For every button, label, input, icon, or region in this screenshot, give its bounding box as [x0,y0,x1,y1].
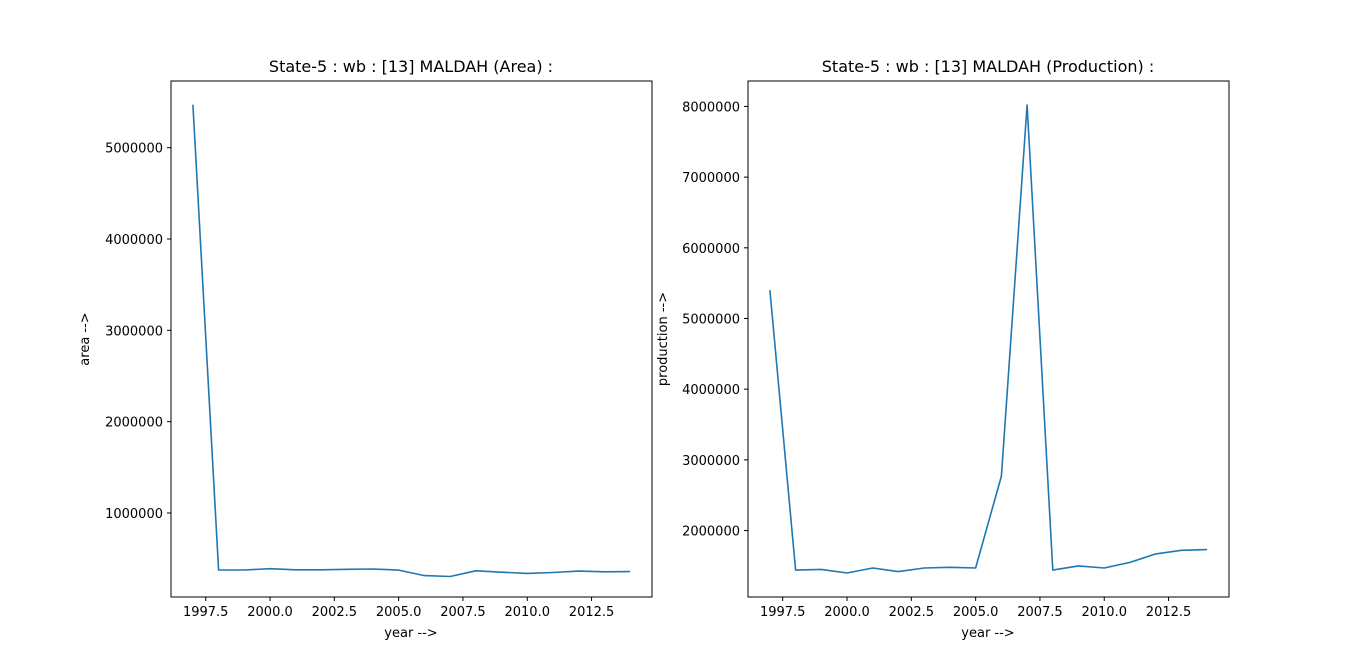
x-tick-label: 2002.5 [889,605,935,620]
x-tick-label: 1997.5 [183,605,229,620]
x-axis-label: year --> [961,626,1014,641]
chart-title: State-5 : wb : [13] MALDAH (Area) : [269,57,553,76]
y-tick-label: 1000000 [105,507,163,522]
chart-title: State-5 : wb : [13] MALDAH (Production) … [822,57,1154,76]
y-tick-label: 4000000 [682,383,740,398]
x-tick-label: 2007.5 [440,605,486,620]
x-tick-label: 2007.5 [1017,605,1063,620]
x-axis-label: year --> [384,626,437,641]
y-tick-label: 2000000 [105,416,163,431]
x-tick-label: 2012.5 [569,605,615,620]
x-tick-label: 2005.0 [953,605,999,620]
x-tick-label: 2010.0 [504,605,550,620]
x-tick-label: 2000.0 [824,605,870,620]
x-axis-ticks: 1997.5 2000.0 2002.5 2005.0 2007.5 2010.0 2012… [183,597,614,620]
x-tick-label: 2005.0 [376,605,422,620]
series-group [769,104,1208,574]
y-tick-label: 5000000 [682,313,740,328]
series-group [192,104,631,578]
y-axis-label: production --> [656,292,671,386]
x-axis-ticks: 1997.5 2000.0 2002.5 2005.0 2007.5 2010.0 2012… [760,597,1191,620]
y-axis-ticks: 2000000 3000000 4000000 5000000 6000000 70000… [682,100,748,540]
x-tick-label: 2010.0 [1081,605,1127,620]
y-tick-label: 6000000 [682,242,740,257]
plot-frame [170,80,653,598]
x-tick-label: 2002.5 [312,605,358,620]
y-axis-ticks: 1000000 2000000 3000000 4000000 5000000 [105,142,171,522]
y-tick-label: 7000000 [682,171,740,186]
production-chart: State-5 : wb : [13] MALDAH (Production) … [656,57,1230,641]
series-line [192,104,631,578]
y-tick-label: 8000000 [682,100,740,115]
y-axis-label: area --> [78,312,93,365]
x-tick-label: 1997.5 [760,605,806,620]
plot-frame [747,80,1230,598]
area-chart: State-5 : wb : [13] MALDAH (Area) : 1997… [78,57,653,641]
y-tick-label: 3000000 [682,454,740,469]
x-tick-label: 2000.0 [247,605,293,620]
y-tick-label: 2000000 [682,525,740,540]
x-tick-label: 2012.5 [1146,605,1192,620]
y-tick-label: 4000000 [105,233,163,248]
series-line [769,104,1208,574]
y-tick-label: 5000000 [105,142,163,157]
y-tick-label: 3000000 [105,324,163,339]
